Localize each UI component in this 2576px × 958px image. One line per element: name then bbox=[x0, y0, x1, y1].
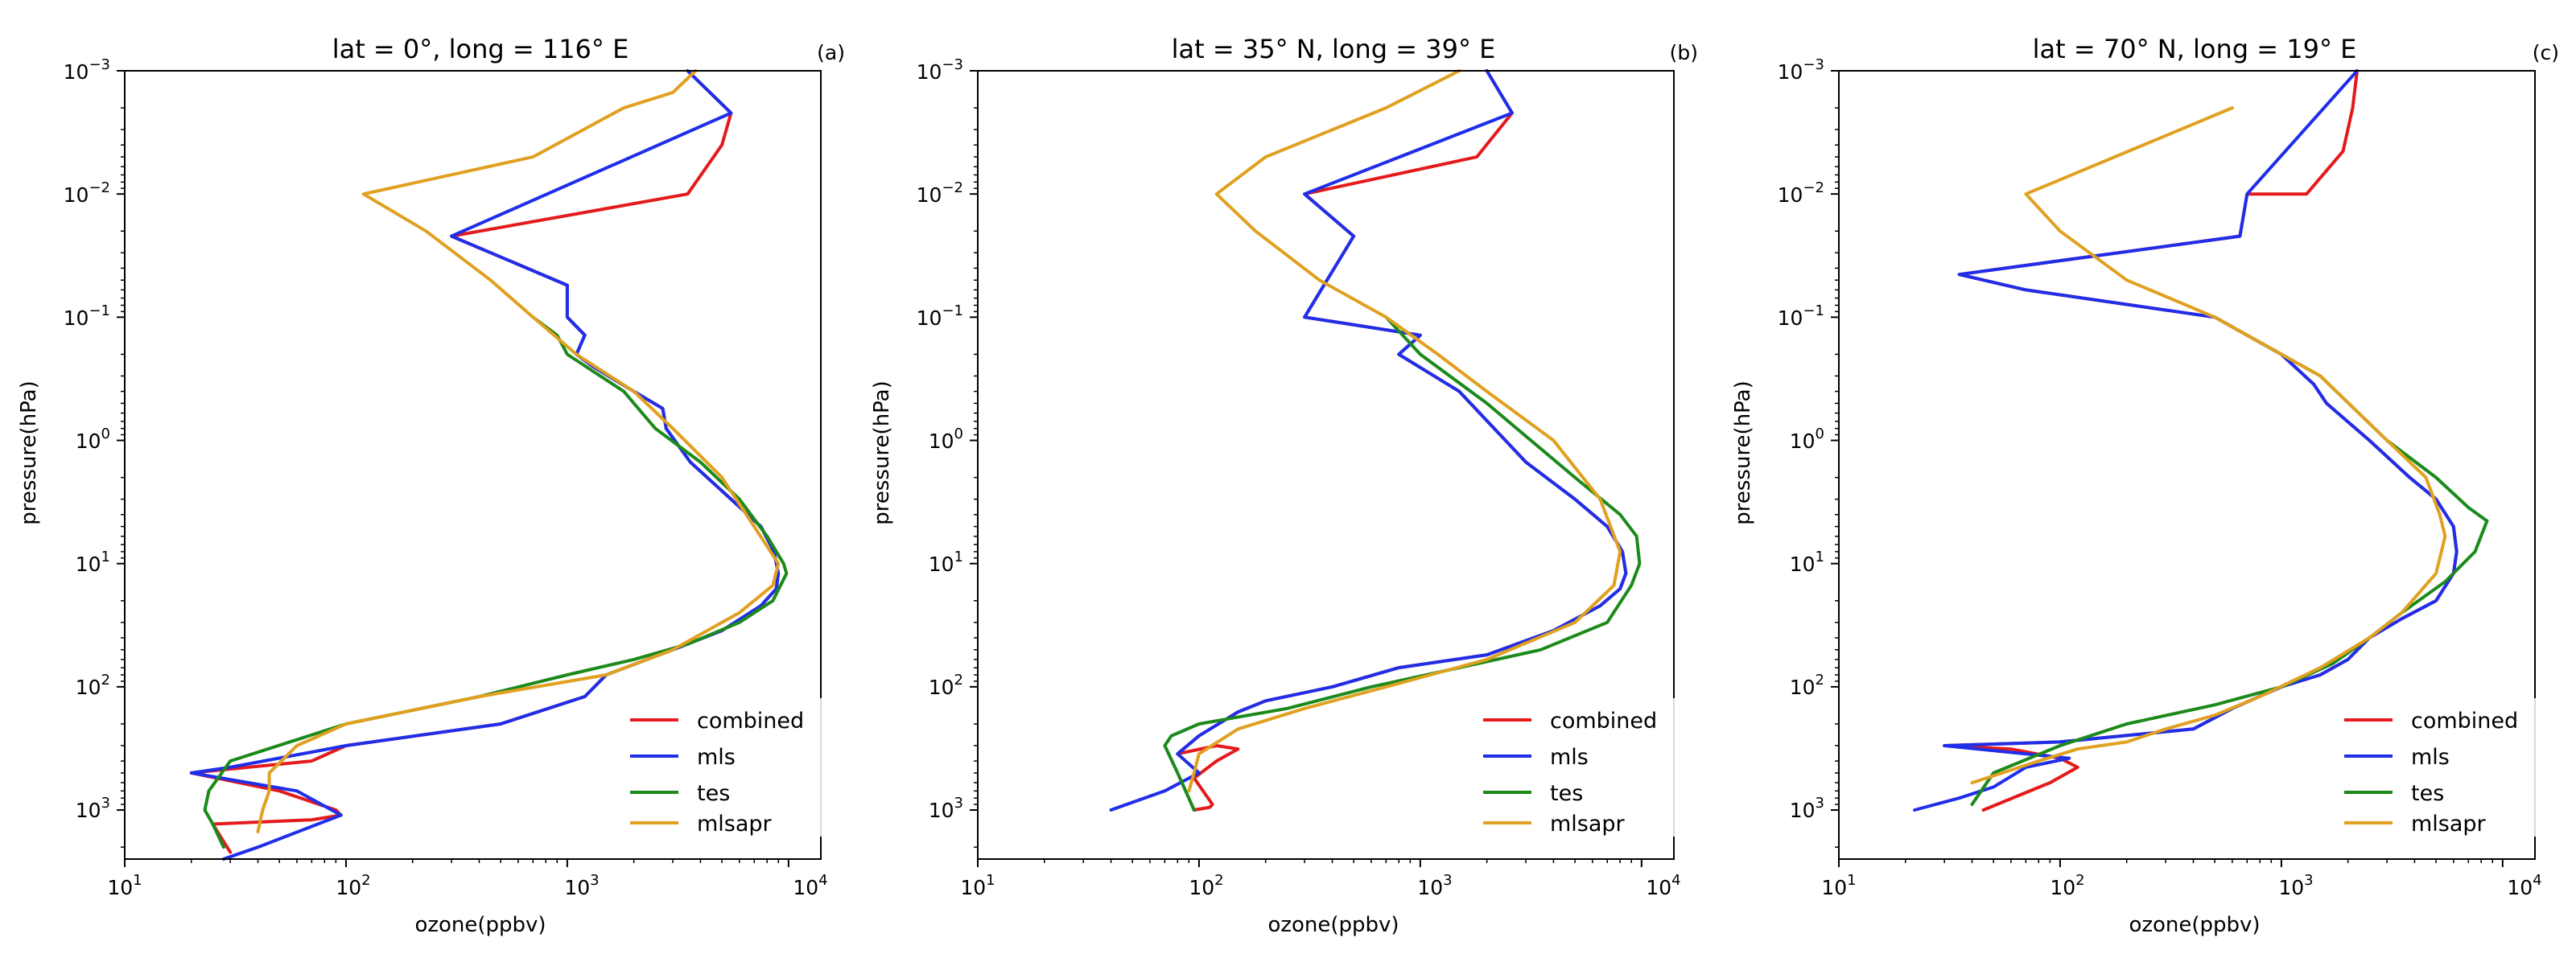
x-tick-label: 101 bbox=[1821, 872, 1856, 899]
series-line-mls bbox=[1109, 69, 1628, 812]
legend-label: mls bbox=[2411, 745, 2450, 770]
y-tick-label: 10−1 bbox=[64, 302, 110, 330]
y-tick-label: 103 bbox=[76, 795, 110, 822]
y-tick-labels: 10−3 10−2 10−1 100 101 102 103 bbox=[1778, 56, 1824, 822]
x-tick-label: 103 bbox=[1417, 872, 1452, 899]
y-tick-label: 10−3 bbox=[917, 56, 963, 84]
legend-label: mls bbox=[1550, 745, 1589, 770]
legend-label: tes bbox=[697, 781, 730, 806]
y-tick-label: 103 bbox=[929, 795, 963, 822]
legend-entry: mls bbox=[630, 745, 736, 770]
y-tick-label: 103 bbox=[1790, 795, 1824, 822]
legend-entry: tes bbox=[630, 781, 730, 806]
y-tick-label: 100 bbox=[1790, 426, 1824, 453]
legend-label: tes bbox=[1550, 781, 1583, 806]
legend-entry: mls bbox=[2344, 745, 2450, 770]
y-tick-label: 101 bbox=[76, 549, 110, 576]
legend-label: mlsapr bbox=[697, 812, 773, 837]
y-tick-label: 101 bbox=[929, 549, 963, 576]
y-tick-label: 102 bbox=[929, 672, 963, 699]
y-tick-label: 102 bbox=[76, 672, 110, 699]
y-axis-label: pressure(hPa) bbox=[1731, 380, 1755, 525]
x-tick-label: 104 bbox=[2507, 872, 2541, 899]
series-line-tes bbox=[1163, 315, 1642, 812]
legend-entry: combined bbox=[2344, 709, 2518, 734]
y-axis-label: pressure(hPa) bbox=[17, 380, 41, 525]
x-tick-label: 102 bbox=[1189, 872, 1223, 899]
legend-entry: mlsapr bbox=[2344, 812, 2487, 837]
x-tick-label: 104 bbox=[1646, 872, 1680, 899]
x-tick-labels: 101 102 103 104 bbox=[960, 872, 1680, 899]
x-axis-label: ozone(ppbv) bbox=[414, 913, 546, 937]
plot-area bbox=[189, 69, 789, 861]
x-tick-label: 103 bbox=[564, 872, 599, 899]
x-axis-label: ozone(ppbv) bbox=[1267, 913, 1399, 937]
panel-tag: (b) bbox=[1670, 41, 1698, 64]
panel-tag: (a) bbox=[817, 41, 845, 64]
legend: combined mls tes mlsapr bbox=[620, 698, 831, 837]
panel-title: lat = 70° N, long = 19° E bbox=[2033, 34, 2357, 64]
x-tick-labels: 101 102 103 104 bbox=[1821, 872, 2541, 899]
legend-label: tes bbox=[2411, 781, 2444, 806]
panel-tag: (c) bbox=[2533, 41, 2559, 64]
y-tick-label: 100 bbox=[76, 426, 110, 453]
x-tick-label: 102 bbox=[2050, 872, 2084, 899]
y-tick-label: 10−1 bbox=[1778, 302, 1824, 330]
y-tick-label: 10−3 bbox=[1778, 56, 1824, 84]
legend-entry: combined bbox=[1483, 709, 1657, 734]
y-tick-label: 101 bbox=[1790, 549, 1824, 576]
panel-a: lat = 0°, long = 116° E (a) 10−3 10−2 10… bbox=[17, 34, 845, 937]
axes-frame bbox=[977, 70, 1675, 860]
y-tick-label: 10−1 bbox=[917, 302, 963, 330]
x-tick-label: 104 bbox=[793, 872, 827, 899]
legend-entry: combined bbox=[630, 709, 804, 734]
legend-entry: tes bbox=[2344, 781, 2444, 806]
series-line-mls bbox=[1913, 69, 2459, 812]
y-axis-label: pressure(hPa) bbox=[870, 380, 894, 525]
legend: combined mls tes mlsapr bbox=[1473, 698, 1684, 837]
axis-ticks bbox=[1831, 70, 2504, 867]
y-tick-label: 10−2 bbox=[917, 179, 963, 207]
y-tick-label: 10−2 bbox=[1778, 179, 1824, 207]
panel-b: lat = 35° N, long = 39° E (b) 10−3 10−2 … bbox=[870, 34, 1698, 937]
legend-entry: mlsapr bbox=[630, 812, 773, 837]
y-tick-labels: 10−3 10−2 10−1 100 101 102 103 bbox=[64, 56, 110, 822]
legend-entry: tes bbox=[1483, 781, 1583, 806]
panel-c: lat = 70° N, long = 19° E (c) 10−3 10−2 … bbox=[1731, 34, 2559, 937]
y-tick-labels: 10−3 10−2 10−1 100 101 102 103 bbox=[917, 56, 963, 822]
plot-area bbox=[1109, 69, 1642, 812]
series-line-mlsapr bbox=[1187, 69, 1622, 793]
panel-title: lat = 35° N, long = 39° E bbox=[1172, 34, 1496, 64]
panel-title: lat = 0°, long = 116° E bbox=[332, 34, 629, 64]
x-tick-labels: 101 102 103 104 bbox=[107, 872, 827, 899]
series-line-mlsapr bbox=[1970, 106, 2447, 785]
legend-label: combined bbox=[1550, 709, 1657, 734]
legend-label: combined bbox=[2411, 709, 2518, 734]
series-line-mlsapr bbox=[256, 69, 781, 833]
legend-label: mlsapr bbox=[2411, 812, 2487, 837]
series-line-tes bbox=[203, 315, 789, 849]
x-tick-label: 103 bbox=[2278, 872, 2313, 899]
axes-frame bbox=[124, 70, 822, 860]
plot-area bbox=[1913, 69, 2489, 812]
axes-frame bbox=[1838, 70, 2536, 860]
legend: combined mls tes mlsapr bbox=[2334, 698, 2545, 837]
legend-entry: mlsapr bbox=[1483, 812, 1626, 837]
x-tick-label: 102 bbox=[336, 872, 370, 899]
x-tick-label: 101 bbox=[960, 872, 995, 899]
legend-label: combined bbox=[697, 709, 804, 734]
x-tick-label: 101 bbox=[107, 872, 142, 899]
y-tick-label: 100 bbox=[929, 426, 963, 453]
legend-label: mlsapr bbox=[1550, 812, 1626, 837]
y-tick-label: 102 bbox=[1790, 672, 1824, 699]
y-tick-label: 10−3 bbox=[64, 56, 110, 84]
legend-entry: mls bbox=[1483, 745, 1589, 770]
y-tick-label: 10−2 bbox=[64, 179, 110, 207]
x-axis-label: ozone(ppbv) bbox=[2129, 913, 2260, 937]
legend-label: mls bbox=[697, 745, 736, 770]
